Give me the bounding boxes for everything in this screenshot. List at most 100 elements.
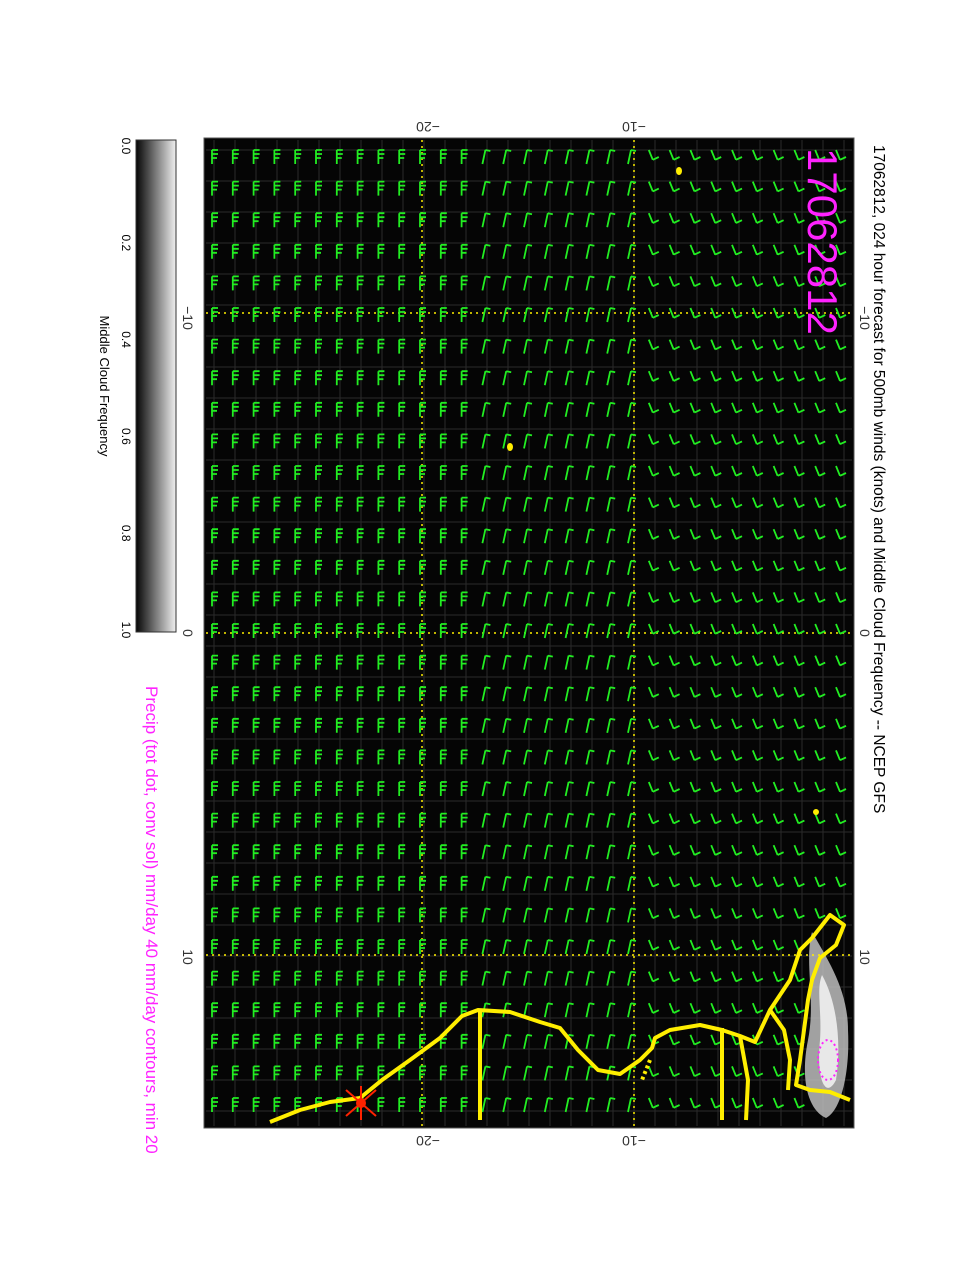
wind-barb — [502, 307, 512, 323]
wind-barb — [772, 497, 784, 509]
wind-barb — [502, 275, 512, 291]
wind-barb — [585, 212, 595, 228]
wind-barb — [710, 560, 722, 572]
wind-barb — [439, 907, 447, 923]
wind-barb — [835, 844, 847, 856]
wind-barb — [439, 970, 447, 986]
wind-barb — [460, 875, 468, 891]
wind-barb — [647, 434, 660, 446]
wind-barb — [335, 528, 343, 544]
wind-barb — [523, 370, 533, 386]
wind-barb — [481, 496, 491, 512]
wind-barb — [772, 971, 784, 983]
wind-barb — [523, 686, 533, 702]
wind-barb — [835, 908, 847, 920]
wind-barb — [668, 718, 680, 730]
wind-barb — [835, 813, 847, 825]
wind-barb — [647, 1097, 660, 1109]
wind-barb — [543, 717, 553, 733]
wind-barb — [793, 1097, 805, 1109]
wind-barb — [398, 370, 406, 386]
wind-barb — [731, 813, 743, 825]
wind-barb — [606, 1097, 616, 1113]
island-marker — [813, 809, 819, 815]
wind-barb — [252, 149, 260, 164]
wind-barb — [668, 1034, 680, 1046]
wind-barb — [398, 496, 406, 512]
wind-barb — [543, 1065, 553, 1081]
wind-barb — [543, 275, 553, 291]
wind-barb — [627, 654, 637, 670]
wind-barb — [460, 623, 468, 638]
wind-barb — [710, 497, 722, 509]
wind-barb — [294, 528, 302, 544]
wind-barb — [731, 560, 743, 572]
wind-barb — [419, 465, 426, 480]
wind-barb — [398, 559, 406, 575]
wind-barb — [585, 1033, 595, 1049]
wind-barb — [627, 528, 637, 544]
wind-barb — [751, 781, 764, 793]
wind-barb — [689, 434, 701, 446]
wind-barb — [627, 1002, 637, 1018]
wind-barb — [585, 465, 595, 481]
wind-barb — [252, 496, 260, 512]
wind-barb — [231, 149, 239, 164]
wind-barb — [731, 402, 743, 414]
wind-barb — [772, 307, 784, 319]
wind-barb — [543, 970, 553, 986]
wind-barb — [606, 717, 616, 733]
wind-barb — [772, 750, 784, 762]
wind-barb — [315, 1033, 322, 1049]
wind-barb — [335, 844, 343, 860]
wind-barb — [772, 339, 784, 351]
wind-barb — [231, 465, 239, 480]
wind-barb — [502, 496, 512, 512]
wind-barb — [460, 465, 468, 480]
wind-barb — [231, 970, 239, 986]
wind-barb — [731, 370, 743, 382]
wind-barb — [419, 370, 426, 386]
wind-barb — [772, 939, 784, 951]
wind-barb — [627, 433, 637, 449]
wind-barb — [315, 528, 322, 544]
wind-barb — [751, 939, 764, 951]
wind-barb — [647, 276, 660, 288]
wind-barb — [481, 717, 491, 733]
wind-barb — [398, 844, 406, 860]
wind-barb — [689, 307, 701, 319]
wind-barb — [273, 749, 281, 765]
wind-barb — [772, 434, 784, 446]
wind-barb — [398, 749, 406, 765]
wind-barb — [523, 433, 533, 449]
wind-barb — [814, 339, 826, 351]
wind-barb — [252, 370, 260, 386]
wind-barb — [668, 276, 680, 288]
wind-barb — [439, 654, 447, 670]
wind-barb — [731, 149, 743, 161]
wind-barb — [731, 339, 743, 351]
wind-barb — [627, 465, 637, 481]
wind-barb — [377, 180, 385, 196]
wind-barb — [398, 654, 406, 670]
wind-barb — [273, 939, 281, 954]
wind-barb — [335, 559, 343, 575]
wind-barb — [731, 718, 743, 730]
wind-barb — [543, 1033, 553, 1049]
wind-barb — [294, 212, 302, 228]
svg-text:−10: −10 — [857, 306, 873, 330]
wind-barb — [751, 718, 764, 730]
wind-barb — [772, 876, 784, 888]
wind-barb — [731, 781, 743, 793]
wind-barb — [523, 401, 533, 417]
wind-barb — [356, 717, 364, 733]
wind-barb — [335, 243, 343, 259]
wind-barb — [252, 1097, 260, 1112]
wind-barb — [543, 1097, 553, 1113]
wind-barb — [647, 149, 660, 161]
wind-barb — [315, 623, 322, 638]
wind-barb — [585, 591, 595, 607]
wind-barb — [481, 875, 491, 891]
wind-barb — [772, 212, 784, 224]
wind-barb — [710, 813, 722, 825]
